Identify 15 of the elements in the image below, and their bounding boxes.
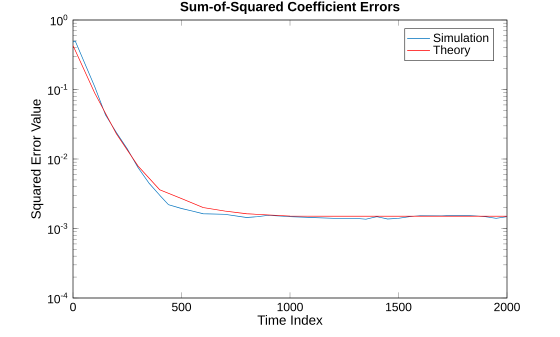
x-tick-label: 500 [172,302,192,312]
x-tick-label: 0 [70,302,76,312]
y-tick-label: 10$^{-3}$ [48,223,68,234]
legend-label: Theory [433,45,470,56]
y-tick-label: 10$^{0}$ [50,14,68,26]
chart-title: Sum-of-Squared Coefficient Errors [180,2,400,14]
y-tick-label: 10$^{-1}$ [48,84,68,95]
legend-label: Simulation [434,33,488,42]
y-axis-title: Squared Error Value [30,99,44,219]
x-axis-title: Time Index [258,315,323,325]
y-tick-label: 10$^{-4}$ [48,292,68,304]
x-tick-label: 1000 [278,302,303,312]
x-tick-label: 1500 [386,302,412,312]
y-tick-label: 10$^{-2}$ [48,154,68,164]
x-tick-label: 2000 [494,302,520,312]
